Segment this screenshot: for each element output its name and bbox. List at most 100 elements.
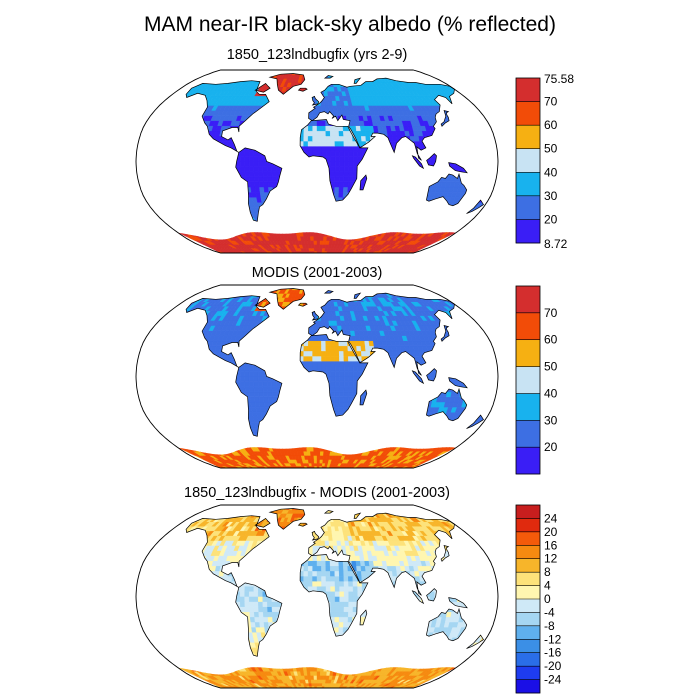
grid-cell <box>325 366 331 372</box>
grid-cell <box>308 125 313 132</box>
grid-cell <box>343 135 349 142</box>
grid-cell <box>239 366 246 372</box>
grid-cell <box>347 396 353 403</box>
grid-cell <box>324 105 330 111</box>
grid-cell <box>239 381 246 387</box>
grid-cell <box>339 166 345 172</box>
colorbar-swatch <box>516 219 540 244</box>
grid-cell <box>319 451 324 456</box>
grid-cell <box>343 166 349 172</box>
grid-cell <box>303 135 309 142</box>
grid-cell <box>343 156 349 162</box>
grid-cell <box>343 140 349 147</box>
grid-cell <box>253 166 259 172</box>
grid-cell <box>330 161 336 167</box>
grid-cell <box>334 371 340 377</box>
grid-cell <box>259 401 265 408</box>
grid-cell <box>339 366 345 372</box>
grid-cell <box>321 145 327 152</box>
grid-cell <box>316 462 320 467</box>
grid-cell <box>263 186 270 193</box>
grid-cell <box>310 244 315 249</box>
grid-cell <box>271 391 278 398</box>
panel-title: 1850_123lndbugfix (yrs 2-9) <box>227 47 408 63</box>
grid-cell <box>348 156 354 162</box>
grid-cell <box>240 386 246 393</box>
coastline-eurasia <box>308 77 455 161</box>
grid-cell <box>249 396 256 403</box>
grid-cell <box>325 130 331 137</box>
colorbar-swatch <box>516 195 540 220</box>
colorbar-tick-label: 70 <box>544 95 558 109</box>
grid-cell <box>257 156 263 162</box>
grid-cell <box>258 386 264 393</box>
grid-cell <box>262 166 268 172</box>
grid-cell <box>249 166 255 172</box>
grid-cell <box>348 176 354 183</box>
grid-cell <box>319 236 324 241</box>
grid-cell <box>330 376 336 382</box>
grid-cell <box>250 186 256 193</box>
grid-cell <box>239 161 245 167</box>
grid-cell <box>316 130 322 137</box>
grid-cell <box>330 381 336 387</box>
grid-cell <box>321 130 327 137</box>
grid-cell <box>310 236 315 241</box>
grid-cell <box>352 366 358 372</box>
grid-cell <box>338 401 344 408</box>
grid-cell <box>258 166 264 172</box>
grid-cell <box>414 140 421 147</box>
grid-cell <box>253 381 259 387</box>
grid-cell <box>328 105 334 111</box>
grid-cell <box>307 240 312 245</box>
grid-cell <box>348 145 354 152</box>
grid-cell <box>339 151 345 157</box>
grid-cell <box>334 186 340 193</box>
grid-cell <box>314 462 318 467</box>
grid-cell <box>316 145 322 152</box>
grid-cell <box>321 120 326 126</box>
grid-cell <box>263 401 270 408</box>
coastline-borneo <box>426 153 437 167</box>
grid-cell <box>343 371 349 377</box>
grid-cell <box>312 140 318 147</box>
grid-cell <box>248 376 254 382</box>
grid-cell <box>339 386 345 393</box>
grid-cell <box>328 100 333 106</box>
grid-cell <box>263 181 269 188</box>
grid-cell <box>330 391 336 398</box>
grid-cell <box>334 381 340 387</box>
grid-cell <box>253 376 259 382</box>
grid-cell <box>249 381 255 387</box>
grid-cell <box>267 181 273 188</box>
grid-cell <box>306 231 311 237</box>
grid-cell <box>329 125 335 132</box>
grid-cell <box>334 161 340 167</box>
grid-cell <box>339 145 345 152</box>
grid-cell <box>338 130 344 137</box>
colorbar-swatch <box>516 172 540 197</box>
grid-cell <box>244 151 250 157</box>
colorbar-min-label: 8.72 <box>544 237 568 251</box>
grid-cell <box>244 171 250 178</box>
grid-cell <box>348 391 354 398</box>
grid-cell <box>311 247 315 252</box>
grid-cell <box>307 130 313 137</box>
grid-cell <box>330 166 336 172</box>
grid-cell <box>334 135 340 142</box>
coastline-newguinea <box>448 162 468 174</box>
grid-cell <box>338 181 344 188</box>
grid-cell <box>343 176 349 183</box>
grid-cell <box>330 151 336 157</box>
grid-cell <box>258 396 265 403</box>
grid-cell <box>257 371 263 377</box>
grid-cell <box>303 140 309 147</box>
grid-cell <box>311 462 315 467</box>
grid-cell <box>348 151 354 157</box>
grid-cell <box>244 161 250 167</box>
grid-cell <box>316 366 322 372</box>
coastline-newzealand <box>466 199 484 214</box>
coastline-britain <box>311 95 320 106</box>
grid-cell <box>357 151 363 157</box>
